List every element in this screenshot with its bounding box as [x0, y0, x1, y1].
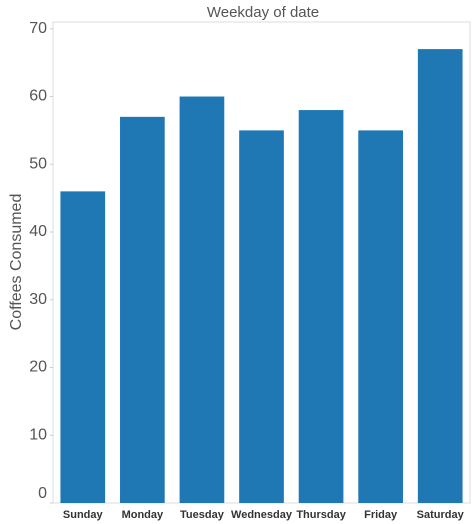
x-tick-label: Thursday — [296, 509, 346, 521]
bar — [60, 191, 106, 503]
y-tick-label: 30 — [29, 291, 47, 308]
bar — [298, 110, 344, 503]
bar — [417, 49, 463, 503]
y-tick-label: 20 — [29, 359, 47, 376]
y-tick-label: 70 — [29, 20, 47, 37]
x-tick-label: Monday — [122, 509, 164, 521]
y-tick-label: 60 — [29, 88, 47, 105]
chart-title: Weekday of date — [207, 4, 319, 21]
y-tick-label: 40 — [29, 223, 47, 240]
x-tick-label: Wednesday — [231, 509, 293, 521]
bar — [358, 130, 403, 504]
x-tick-label: Friday — [364, 509, 398, 521]
bar — [179, 96, 225, 504]
bar — [239, 130, 284, 504]
x-tick-label: Sunday — [63, 509, 104, 521]
y-tick-label: 50 — [29, 155, 47, 172]
x-tick-label: Saturday — [417, 509, 465, 521]
y-tick-label: 0 — [38, 485, 47, 502]
y-tick-label: 10 — [29, 426, 47, 443]
y-axis-label: Coffees Consumed — [8, 194, 25, 331]
x-tick-label: Tuesday — [180, 509, 225, 521]
bar — [120, 116, 165, 504]
